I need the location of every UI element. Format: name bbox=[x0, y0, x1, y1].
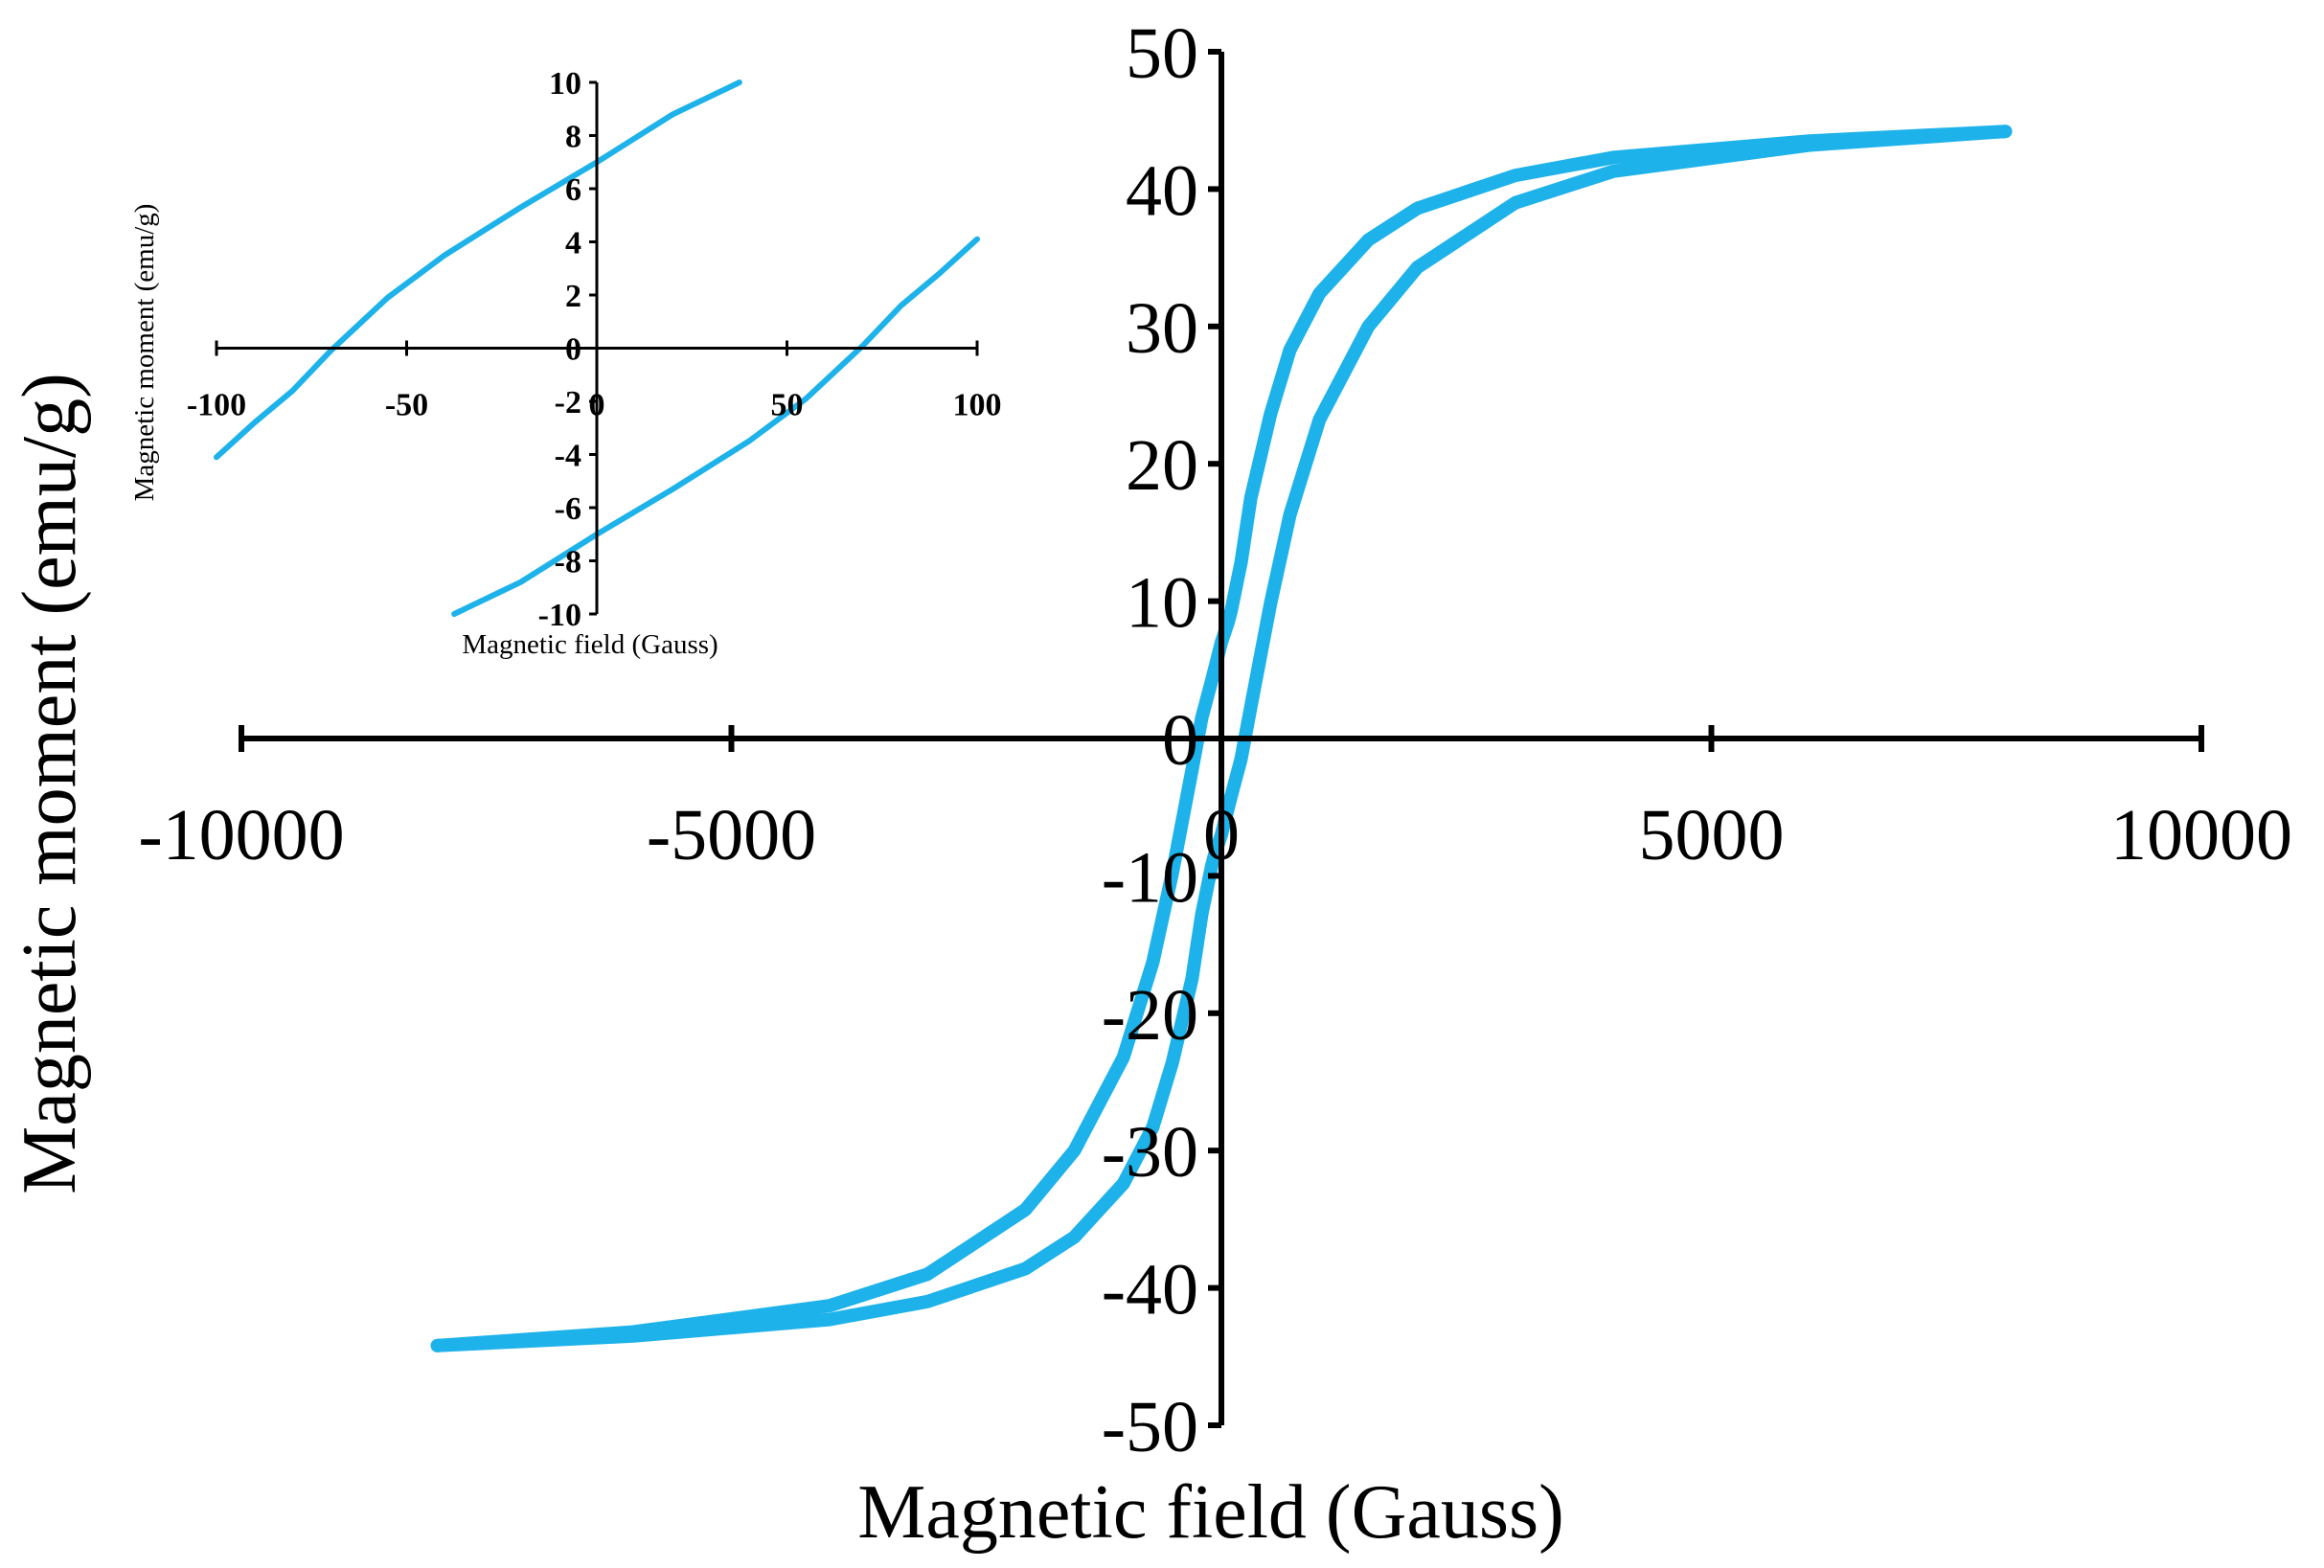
main-y-tick-label: 0 bbox=[1162, 700, 1198, 781]
inset-y-tick-label: -4 bbox=[555, 439, 581, 474]
main-x-tick-label: 5000 bbox=[1639, 795, 1785, 875]
inset-x-axis-label: Magnetic field (Gauss) bbox=[462, 629, 718, 660]
inset-x-tick-label: -50 bbox=[385, 388, 428, 423]
main-y-tick-label: -40 bbox=[1102, 1250, 1198, 1330]
inset-y-tick-label: 4 bbox=[565, 226, 581, 261]
main-x-tick-label: 10000 bbox=[2110, 795, 2292, 875]
main-axes bbox=[239, 49, 2204, 1428]
main-x-tick-label: -5000 bbox=[647, 795, 816, 875]
inset-y-tick-label: 2 bbox=[565, 279, 581, 314]
inset-axes bbox=[215, 80, 979, 616]
inset-y-tick-label: -6 bbox=[555, 491, 581, 527]
inset-y-tick-label: 10 bbox=[549, 66, 581, 102]
main-series-ascending bbox=[430, 125, 2013, 1352]
inset-y-tick-label: 0 bbox=[565, 332, 581, 368]
main-x-tick-label: 0 bbox=[1203, 795, 1240, 875]
main-y-tick-label: 20 bbox=[1126, 425, 1198, 506]
inset-y-axis-label: Magnetic moment (emu/g) bbox=[129, 204, 160, 502]
main-series-descending bbox=[430, 125, 2013, 1352]
inset-x-tick-label: 50 bbox=[771, 388, 804, 423]
main-y-axis-label: Magnetic moment (emu/g) bbox=[8, 373, 92, 1194]
main-y-tick-label: 10 bbox=[1126, 563, 1198, 644]
main-y-tick-label: -10 bbox=[1102, 837, 1198, 918]
main-tick-labels: -10000 -5000 0 5000 10000-50-40-30-20-100102… bbox=[138, 13, 2292, 1467]
main-x-tick-label: -10000 bbox=[138, 795, 344, 875]
inset-series-ascending bbox=[451, 236, 980, 617]
inset-y-tick-label: 6 bbox=[565, 172, 581, 208]
inset-y-tick-label: -8 bbox=[555, 545, 581, 580]
main-series-group bbox=[430, 125, 2013, 1352]
inset-y-tick-label: -10 bbox=[538, 598, 581, 633]
inset-x-tick-label: 100 bbox=[953, 388, 1002, 423]
main-y-tick-label: -20 bbox=[1102, 975, 1198, 1056]
main-y-tick-label: 50 bbox=[1126, 13, 1198, 94]
inset-y-tick-label: 8 bbox=[565, 120, 581, 155]
main-chart: -10000 -5000 0 5000 10000-50-40-30-20-100102… bbox=[8, 13, 2292, 1555]
main-y-tick-label: -50 bbox=[1102, 1387, 1198, 1467]
inset-series-descending bbox=[214, 80, 742, 461]
inset-series-group bbox=[214, 80, 980, 617]
main-y-tick-label: -30 bbox=[1102, 1112, 1198, 1193]
inset-x-tick-label: -100 bbox=[187, 388, 246, 423]
main-y-tick-label: 30 bbox=[1126, 288, 1198, 369]
inset-x-tick-label: 0 bbox=[589, 388, 605, 423]
main-x-axis-label: Magnetic field (Gauss) bbox=[857, 1470, 1564, 1555]
inset-y-tick-label: -2 bbox=[555, 385, 581, 420]
main-y-tick-label: 40 bbox=[1126, 150, 1198, 231]
